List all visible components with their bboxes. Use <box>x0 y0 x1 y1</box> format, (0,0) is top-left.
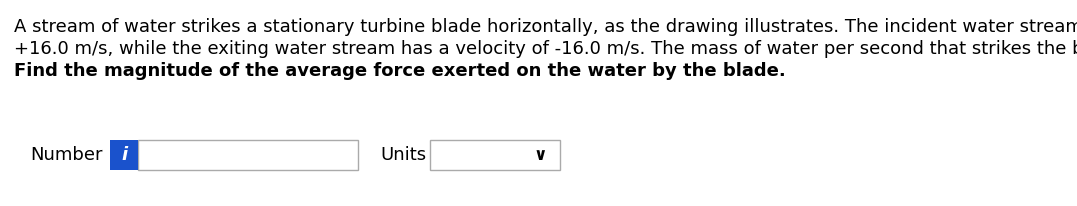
Text: i: i <box>121 146 127 164</box>
Bar <box>110 140 138 170</box>
Text: Units: Units <box>380 146 426 164</box>
Text: A stream of water strikes a stationary turbine blade horizontally, as the drawin: A stream of water strikes a stationary t… <box>14 18 1077 36</box>
Text: +16.0 m/s, while the exiting water stream has a velocity of -16.0 m/s. The mass : +16.0 m/s, while the exiting water strea… <box>14 40 1077 58</box>
Text: Number: Number <box>30 146 102 164</box>
Text: Find the magnitude of the average force exerted on the water by the blade.: Find the magnitude of the average force … <box>14 62 786 80</box>
Bar <box>430 140 560 170</box>
Text: ∨: ∨ <box>533 146 547 164</box>
Bar <box>138 140 358 170</box>
